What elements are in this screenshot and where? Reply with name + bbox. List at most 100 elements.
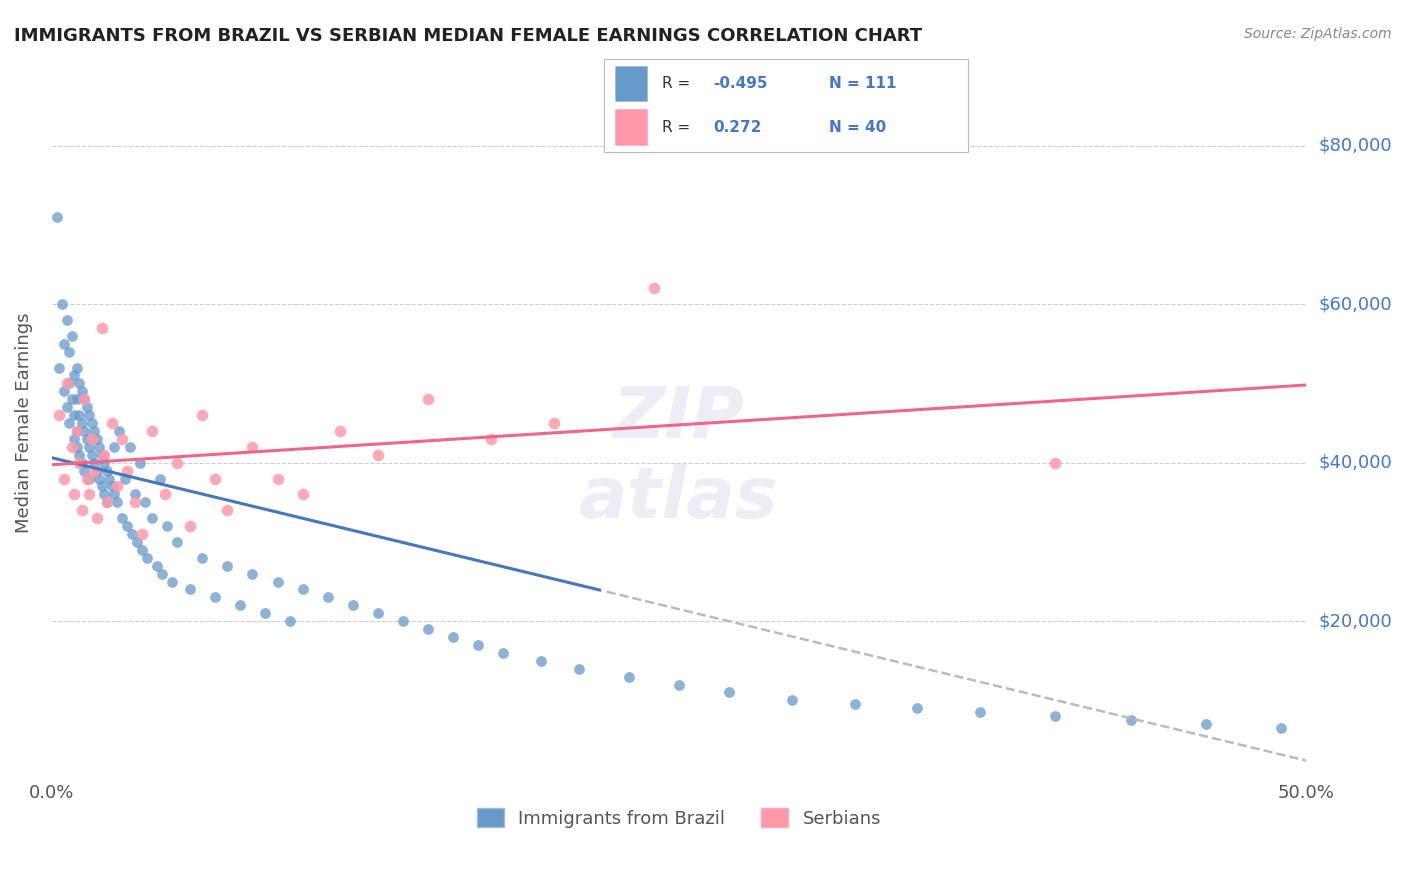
Point [83,464,105,478]
Point [141,511,163,525]
Point [83,424,105,438]
Point [70,456,93,470]
Point [73,424,96,438]
Point [179,519,201,533]
Point [60,392,83,407]
Point [53,471,76,485]
Point [780,693,803,707]
Point [479,432,502,446]
Point [90,479,112,493]
Point [134,495,156,509]
Point [568,662,591,676]
Point [492,646,515,660]
Point [111,511,134,525]
Point [1270,721,1292,735]
Text: $60,000: $60,000 [1319,295,1392,313]
Point [66,424,89,438]
Point [60,329,83,343]
Point [254,606,277,620]
Point [80,448,103,462]
Text: IMMIGRANTS FROM BRAZIL VS SERBIAN MEDIAN FEMALE EARNINGS CORRELATION CHART: IMMIGRANTS FROM BRAZIL VS SERBIAN MEDIAN… [14,27,922,45]
Point [124,487,146,501]
Point [1195,717,1218,731]
Point [79,408,101,422]
Point [204,471,226,485]
Point [266,471,288,485]
Point [67,376,90,391]
Point [543,416,565,430]
Point [136,550,159,565]
Point [80,416,103,430]
Point [166,456,188,470]
Point [56,313,79,327]
Point [79,471,101,485]
Point [392,614,415,628]
Point [342,599,364,613]
Point [146,558,169,573]
Point [266,574,288,589]
Point [229,599,252,613]
Point [86,432,108,446]
Point [131,542,153,557]
Point [367,606,389,620]
Point [643,281,665,295]
Point [60,440,83,454]
Point [93,487,115,501]
Point [66,360,89,375]
Point [45,210,67,224]
Point [96,464,118,478]
Point [217,558,239,573]
Point [103,487,125,501]
Point [179,582,201,597]
Point [191,408,214,422]
Point [67,448,90,462]
Point [86,464,108,478]
Point [1320,723,1343,738]
Point [115,519,138,533]
Point [1045,456,1067,470]
Point [76,432,98,446]
Point [1119,713,1142,727]
Point [67,408,90,422]
Point [121,527,143,541]
Point [80,432,103,446]
Point [96,495,118,509]
Point [242,566,264,581]
Point [58,344,80,359]
Point [51,297,73,311]
Point [128,456,150,470]
Point [316,591,339,605]
Point [86,511,108,525]
Point [53,336,76,351]
Y-axis label: Median Female Earnings: Median Female Earnings [15,313,32,533]
Legend: Immigrants from Brazil, Serbians: Immigrants from Brazil, Serbians [470,801,889,835]
Point [111,432,134,446]
Point [70,503,93,517]
Point [93,448,115,462]
Point [53,384,76,399]
Point [63,408,86,422]
Point [63,368,86,383]
Point [66,424,89,438]
Point [76,400,98,414]
Point [150,566,173,581]
Point [668,677,690,691]
Point [907,701,929,715]
Point [73,392,96,407]
Text: $80,000: $80,000 [1319,136,1392,154]
Point [79,440,101,454]
Text: $40,000: $40,000 [1319,454,1393,472]
Point [617,670,640,684]
Point [118,440,141,454]
Text: Source: ZipAtlas.com: Source: ZipAtlas.com [1244,27,1392,41]
Point [530,654,553,668]
Point [291,487,314,501]
Point [76,471,98,485]
Point [278,614,301,628]
Point [105,479,128,493]
Point [56,376,79,391]
Point [156,519,179,533]
Point [48,408,70,422]
Point [93,456,115,470]
Point [56,400,79,414]
